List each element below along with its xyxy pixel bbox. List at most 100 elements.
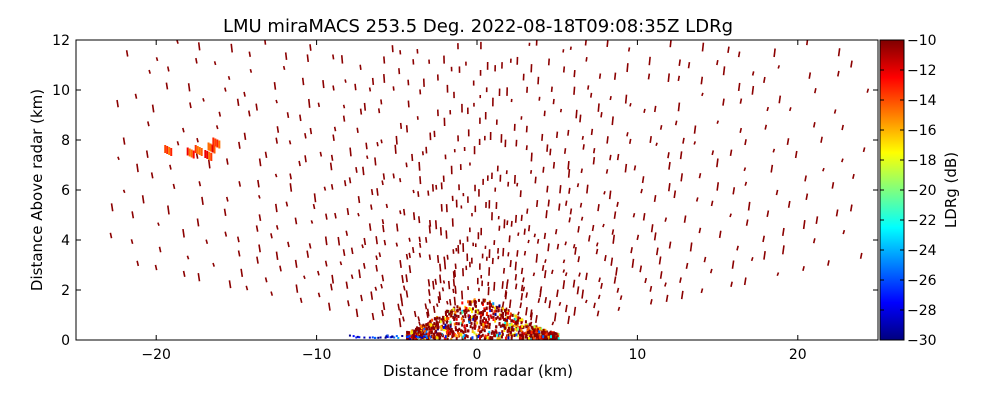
echo-mark — [489, 314, 492, 318]
echo-mark — [376, 188, 379, 196]
echo-mark — [485, 325, 488, 329]
echo-mark — [508, 323, 511, 327]
echo-mark — [446, 329, 449, 333]
echo-mark — [650, 224, 654, 233]
echo-mark — [419, 331, 422, 335]
echo-mark — [479, 315, 482, 319]
echo-mark — [313, 193, 317, 203]
echo-mark — [499, 324, 502, 328]
echo-mark — [528, 323, 531, 327]
echo-mark — [508, 235, 511, 243]
echo-mark — [585, 57, 588, 62]
echo-mark — [469, 302, 472, 306]
echo-mark — [445, 230, 448, 239]
echo-mark — [464, 329, 467, 333]
echo-mark — [559, 108, 563, 113]
echo-mark — [240, 268, 244, 278]
echo-mark — [479, 320, 482, 324]
echo-mark — [600, 282, 603, 289]
echo-mark — [616, 287, 620, 293]
echo-mark — [668, 241, 672, 249]
echo-mark — [325, 213, 328, 220]
echo-mark — [527, 326, 530, 330]
echo-mark — [500, 309, 503, 313]
echo-mark — [432, 280, 435, 290]
echo-mark — [243, 132, 247, 141]
echo-mark — [451, 330, 454, 334]
echo-mark — [531, 336, 534, 340]
echo-mark — [506, 316, 509, 320]
echo-mark — [595, 242, 599, 247]
echo-mark — [487, 322, 490, 326]
echo-mark — [695, 197, 699, 202]
echo-mark — [544, 296, 548, 304]
echo-mark — [521, 324, 524, 328]
echo-mark — [557, 337, 560, 340]
echo-mark — [375, 264, 378, 272]
echo-mark — [480, 323, 483, 327]
echo-mark — [382, 173, 386, 180]
echo-mark — [700, 76, 704, 85]
echo-mark — [493, 331, 496, 335]
echo-mark — [454, 326, 457, 330]
echo-mark — [444, 317, 447, 321]
echo-mark — [420, 336, 423, 339]
y-tick-label: 2 — [61, 283, 70, 299]
echo-mark — [519, 190, 522, 198]
echo-mark — [490, 309, 493, 313]
echo-mark — [428, 327, 431, 331]
echo-mark — [490, 336, 493, 340]
echo-mark — [496, 315, 499, 319]
echo-mark — [282, 65, 286, 71]
echo-mark — [406, 330, 409, 334]
echo-mark — [551, 333, 554, 337]
echo-mark — [449, 332, 452, 336]
echo-mark — [550, 332, 553, 336]
echo-mark — [431, 184, 434, 192]
echo-mark — [446, 317, 449, 321]
echo-mark — [489, 309, 492, 313]
echo-mark — [461, 290, 464, 300]
echo-mark — [145, 150, 149, 158]
echo-mark — [501, 323, 504, 327]
echo-mark — [539, 289, 542, 298]
echo-mark — [464, 308, 467, 312]
echo-mark — [606, 40, 609, 48]
echo-mark — [350, 274, 354, 280]
echo-mark — [419, 176, 422, 185]
echo-mark — [453, 322, 456, 326]
echo-mark — [407, 100, 410, 108]
echo-mark — [425, 330, 428, 334]
echo-mark — [658, 256, 662, 265]
echo-mark — [547, 199, 550, 207]
echo-mark — [273, 82, 277, 90]
echo-mark — [495, 330, 498, 334]
echo-mark — [415, 332, 418, 336]
echo-mark — [457, 314, 460, 318]
echo-mark — [492, 317, 495, 321]
colorbar-ticks: −10 −12 −14 −16 −18 −20 −22 −24 −26 −28 −30 — [880, 33, 937, 349]
echo-mark — [195, 153, 199, 159]
echo-mark — [212, 137, 215, 146]
echo-mark — [534, 328, 537, 332]
echo-mark — [538, 335, 541, 339]
echo-mark — [491, 305, 494, 309]
echo-mark — [473, 319, 476, 323]
echo-mark — [541, 133, 544, 141]
echo-mark — [438, 291, 442, 301]
echo-mark — [632, 212, 636, 218]
echo-mark — [473, 314, 476, 318]
echo-mark — [500, 335, 503, 339]
echo-mark — [349, 147, 352, 157]
echo-mark — [436, 323, 439, 327]
echo-mark — [245, 285, 249, 291]
echo-mark — [581, 135, 584, 140]
echo-mark — [536, 238, 540, 244]
echo-mark — [504, 321, 507, 325]
echo-mark — [370, 291, 374, 300]
echo-mark — [640, 188, 643, 194]
echo-mark — [363, 102, 367, 111]
echo-mark — [448, 327, 451, 331]
echo-mark — [542, 328, 545, 332]
echo-mark — [461, 329, 464, 333]
